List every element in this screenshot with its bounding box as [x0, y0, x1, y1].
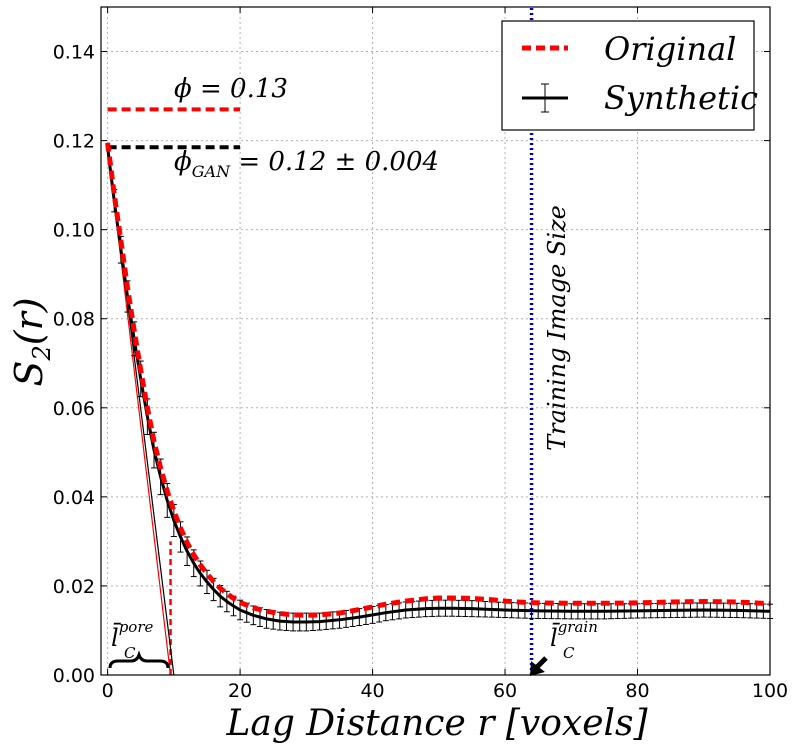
- grain-arrow-shaft: [535, 656, 548, 669]
- axis-ticks: 0 20 40 60 80 100 0.00 0.02 0.04 0.06 0.08 0.10 0.12…: [53, 7, 788, 702]
- phi-gan-annotation: ϕGAN = 0.12 ± 0.004: [174, 147, 439, 181]
- phi-gan-symbol: ϕ: [174, 147, 192, 177]
- legend-original-label: Original: [604, 30, 736, 68]
- pore-length-subscript: C: [124, 644, 136, 662]
- pore-length-label: l̄pore C: [111, 618, 153, 662]
- y-axis-label-text: S2(r): [7, 297, 56, 386]
- grain-arrow: [530, 656, 548, 676]
- legend-synthetic-swatch: [522, 83, 568, 113]
- y-tick-label: 0.14: [53, 42, 95, 64]
- y-tick-label: 0.04: [53, 487, 95, 509]
- x-tick-label: 20: [228, 680, 252, 702]
- plot-frame: [100, 6, 771, 676]
- y-tick-label: 0.02: [53, 576, 95, 598]
- series-original-line: [105, 142, 771, 618]
- grain-length-subscript: C: [563, 644, 575, 662]
- training-size-label: Training Image Size: [543, 205, 571, 451]
- series-lines: [105, 142, 771, 624]
- pore-length-superscript: pore: [119, 618, 154, 636]
- grain-length-symbol: l̄: [550, 623, 561, 652]
- grain-length-label: l̄grain C: [550, 618, 598, 662]
- pore-brace: [108, 650, 170, 669]
- phi-annotation: ϕ = 0.13: [174, 74, 288, 104]
- phi-gan-subscript: GAN: [192, 162, 231, 181]
- x-tick-label: 0: [102, 680, 114, 702]
- x-tick-label: 100: [752, 680, 788, 702]
- phi-gan-value: = 0.12 ± 0.004: [230, 147, 439, 177]
- y-tick-label: 0.08: [53, 309, 95, 331]
- y-axis-label: S2(r): [7, 297, 56, 386]
- y-tick-label: 0.12: [53, 131, 95, 153]
- y-tick-label: 0.10: [53, 220, 95, 242]
- pore-length-symbol: l̄: [111, 623, 122, 652]
- grain-arrow-head: [530, 661, 545, 676]
- grain-length-superscript: grain: [558, 618, 598, 636]
- x-tick-label: 80: [625, 680, 649, 702]
- x-tick-label: 40: [360, 680, 384, 702]
- x-tick-label: 60: [493, 680, 517, 702]
- training-size-text: Training Image Size: [543, 205, 571, 451]
- legend: Original Synthetic: [501, 20, 758, 131]
- y-tick-label: 0.00: [53, 665, 95, 687]
- x-axis-label: Lag Distance r [voxels]: [225, 703, 648, 744]
- legend-synthetic-label: Synthetic: [604, 79, 758, 117]
- y-tick-label: 0.06: [53, 398, 95, 420]
